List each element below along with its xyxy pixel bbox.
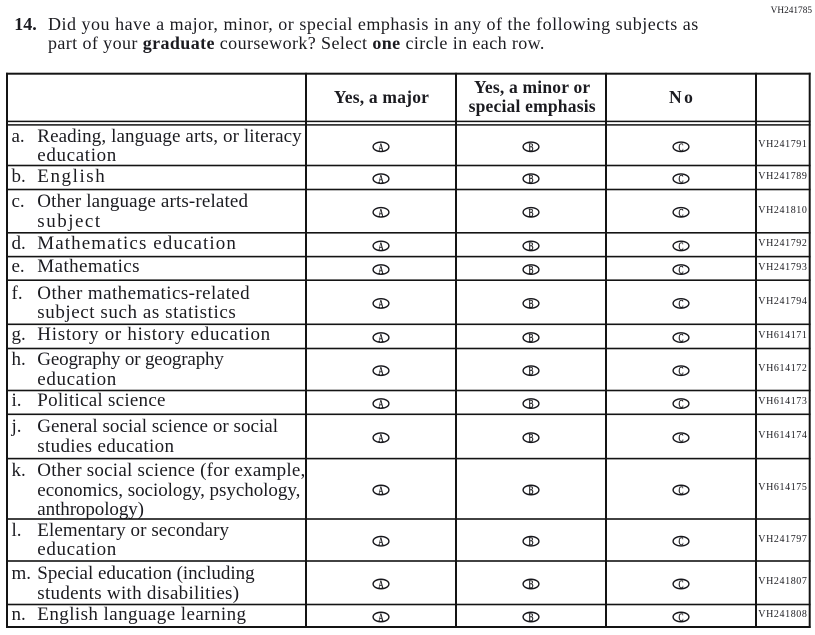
svg-text:B: B: [528, 432, 533, 445]
svg-text:A: A: [378, 298, 383, 311]
svg-text:A: A: [378, 240, 383, 253]
svg-text:A: A: [378, 612, 383, 625]
svg-text:C: C: [678, 332, 683, 345]
svg-text:B: B: [528, 612, 533, 625]
svg-text:B: B: [528, 536, 533, 549]
svg-text:C: C: [678, 579, 683, 592]
svg-text:B: B: [528, 485, 533, 498]
svg-text:C: C: [678, 298, 683, 311]
svg-text:A: A: [378, 141, 383, 154]
svg-text:C: C: [678, 207, 683, 220]
svg-text:A: A: [378, 264, 383, 277]
svg-text:C: C: [678, 141, 683, 154]
svg-text:A: A: [378, 332, 383, 345]
svg-text:C: C: [678, 485, 683, 498]
svg-text:A: A: [378, 485, 383, 498]
svg-text:B: B: [528, 398, 533, 411]
svg-text:B: B: [528, 173, 533, 186]
svg-text:C: C: [678, 173, 683, 186]
svg-text:B: B: [528, 264, 533, 277]
svg-text:B: B: [528, 332, 533, 345]
svg-text:C: C: [678, 398, 683, 411]
svg-text:B: B: [528, 365, 533, 378]
svg-text:B: B: [528, 141, 533, 154]
svg-text:B: B: [528, 240, 533, 253]
svg-text:B: B: [528, 298, 533, 311]
svg-text:A: A: [378, 579, 383, 592]
svg-text:B: B: [528, 579, 533, 592]
svg-text:C: C: [678, 365, 683, 378]
svg-text:B: B: [528, 207, 533, 220]
svg-text:C: C: [678, 432, 683, 445]
svg-text:C: C: [678, 612, 683, 625]
svg-text:A: A: [378, 536, 383, 549]
svg-text:A: A: [378, 432, 383, 445]
svg-text:A: A: [378, 207, 383, 220]
svg-text:C: C: [678, 536, 683, 549]
svg-text:A: A: [378, 365, 383, 378]
svg-text:A: A: [378, 173, 383, 186]
svg-text:A: A: [378, 398, 383, 411]
svg-text:C: C: [678, 240, 683, 253]
svg-text:C: C: [678, 264, 683, 277]
